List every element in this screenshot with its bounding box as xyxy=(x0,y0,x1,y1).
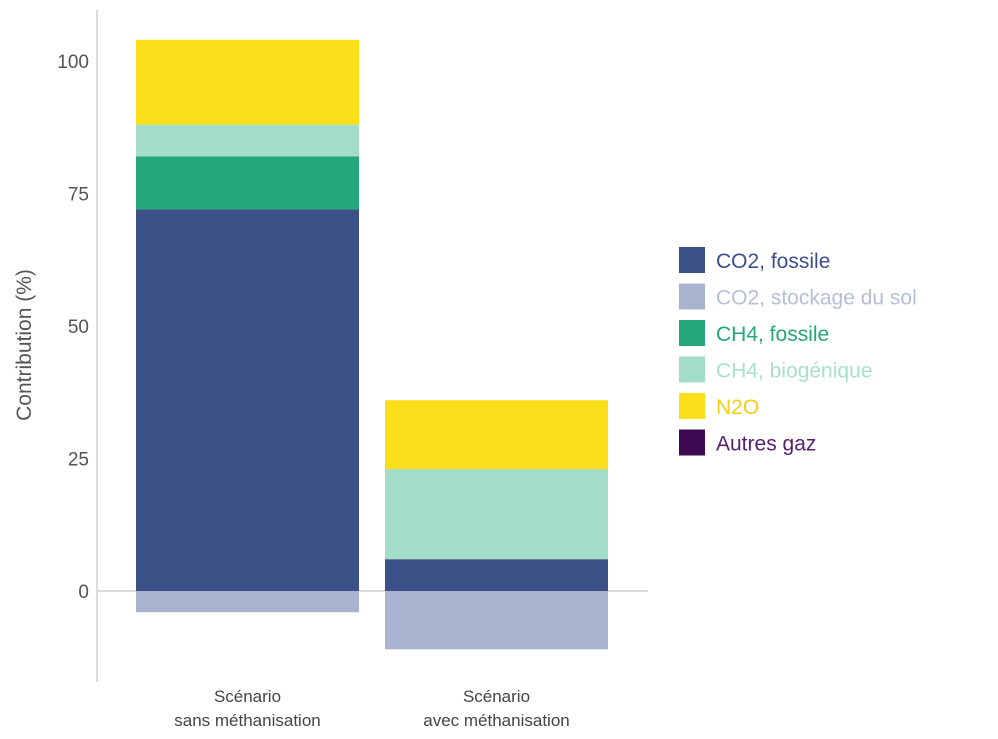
bar-segment xyxy=(136,156,359,210)
legend-swatch xyxy=(679,283,705,310)
y-tick-label: 25 xyxy=(68,450,89,471)
legend-label: N2O xyxy=(716,396,759,419)
legend-label: CO2, stockage du sol xyxy=(716,287,917,310)
bar-segment xyxy=(385,559,608,591)
y-tick-label: 75 xyxy=(68,185,89,206)
y-tick-label: 0 xyxy=(78,582,89,603)
legend-label: CO2, fossile xyxy=(716,250,830,273)
legend-swatch xyxy=(679,247,705,273)
legend-swatch xyxy=(679,393,705,419)
bar-segment xyxy=(385,469,608,560)
legend-swatch xyxy=(679,356,705,383)
y-axis-title: Contribution (%) xyxy=(13,269,36,421)
y-tick-label: 100 xyxy=(57,52,89,73)
bar-segment xyxy=(136,591,359,613)
y-ticks: 0 25 50 75 100 xyxy=(57,52,89,603)
x-category-label: Scénario xyxy=(214,687,281,706)
legend-swatch xyxy=(679,429,705,456)
bar-segment xyxy=(385,591,608,650)
category-labels: Scénario sans méthanisation Scénario avec m… xyxy=(174,687,569,730)
x-category-label: avec méthanisation xyxy=(423,711,569,730)
legend-label: CH4, fossile xyxy=(716,323,829,346)
legend-label: CH4, biogénique xyxy=(716,360,872,383)
bar-segment xyxy=(136,209,359,591)
legend-swatch xyxy=(679,320,705,346)
bar-segment xyxy=(136,124,359,157)
x-category-label: Scénario xyxy=(463,687,530,706)
bar-segment xyxy=(385,400,608,470)
x-category-label: sans méthanisation xyxy=(174,711,320,730)
bar-segment xyxy=(136,39,359,125)
legend-label: Autres gaz xyxy=(716,433,816,456)
legend: CO2, fossile CO2, stockage du sol CH4, fos… xyxy=(679,247,917,456)
y-tick-label: 50 xyxy=(68,317,89,338)
bars xyxy=(136,39,608,650)
